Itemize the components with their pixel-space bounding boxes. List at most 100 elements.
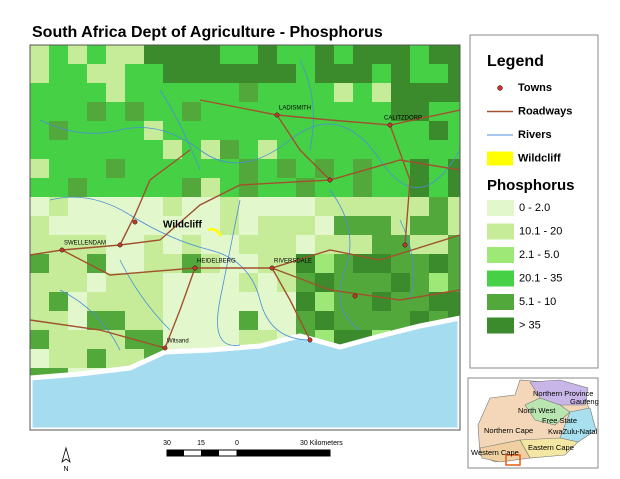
soil-cell: [239, 102, 258, 121]
town-label: SWELLENDAM: [64, 241, 106, 247]
soil-cell: [68, 311, 87, 330]
soil-cell: [49, 45, 68, 64]
soil-cell: [429, 140, 448, 159]
soil-cell: [220, 273, 239, 292]
soil-cell: [163, 254, 182, 273]
scale-label: 30 Kilometers: [300, 440, 343, 447]
soil-cell: [163, 140, 182, 159]
soil-cell: [258, 64, 277, 83]
soil-cell: [429, 64, 448, 83]
soil-cell: [49, 311, 68, 330]
soil-cell: [296, 235, 315, 254]
town-marker: [162, 345, 168, 351]
soil-cell: [30, 235, 49, 254]
province-western-cape: [479, 439, 531, 463]
soil-cell: [30, 292, 49, 311]
phosphorus-title: Phosphorus: [487, 177, 575, 194]
soil-cell: [106, 254, 125, 273]
soil-cell: [258, 235, 277, 254]
soil-cell: [258, 216, 277, 235]
soil-cell: [106, 178, 125, 197]
province-label: Northern Province: [533, 389, 593, 398]
soil-cell: [353, 273, 372, 292]
scale-label: 30: [163, 440, 171, 447]
north-label: N: [63, 466, 68, 473]
soil-cell: [429, 102, 448, 121]
town-marker: [117, 242, 123, 248]
legend-title: Legend: [487, 53, 544, 70]
legend-swatch: [487, 247, 514, 263]
soil-cell: [448, 121, 460, 140]
soil-cell: [258, 121, 277, 140]
soil-cell: [220, 197, 239, 216]
province-kzn: [559, 407, 597, 443]
soil-cell: [315, 140, 334, 159]
soil-cell: [125, 216, 144, 235]
soil-cell: [258, 140, 277, 159]
soil-cell: [163, 121, 182, 140]
soil-cell: [315, 159, 334, 178]
soil-cell: [125, 178, 144, 197]
legend-swatch: [487, 223, 514, 240]
soil-cell: [429, 45, 448, 64]
soil-cell: [239, 235, 258, 254]
soil-cell: [144, 292, 163, 311]
soil-cell: [391, 83, 410, 102]
soil-cell: [163, 159, 182, 178]
soil-cell: [372, 216, 391, 235]
soil-cell: [125, 159, 144, 178]
soil-cell: [201, 159, 220, 178]
soil-cell: [30, 330, 49, 349]
soil-cell: [429, 197, 448, 216]
north-arrow-shape: [61, 446, 71, 464]
soil-cell: [372, 273, 391, 292]
soil-cell: [144, 235, 163, 254]
legend: Legend Towns Roadways Rivers Wildcliff Phosph…: [487, 53, 575, 334]
scale-label: 15: [197, 440, 205, 447]
soil-cell: [410, 235, 429, 254]
soil-cell: [163, 83, 182, 102]
soil-cell: [372, 235, 391, 254]
soil-cell: [391, 102, 410, 121]
soil-cell: [353, 197, 372, 216]
soil-cell: [296, 159, 315, 178]
river: [119, 259, 171, 331]
soil-cell: [448, 273, 460, 292]
soil-cell: [429, 178, 448, 197]
soil-cell: [410, 45, 429, 64]
soil-cell: [163, 216, 182, 235]
soil-cell: [277, 45, 296, 64]
soil-cell: [220, 235, 239, 254]
inset-locator: [505, 454, 521, 466]
soil-cell: [372, 83, 391, 102]
soil-cell: [30, 216, 49, 235]
site-label: Wildcliff: [163, 220, 202, 231]
soil-cell: [391, 254, 410, 273]
soil-cell: [144, 64, 163, 83]
soil-cell: [30, 45, 49, 64]
soil-cell: [353, 83, 372, 102]
soil-cell: [315, 311, 334, 330]
soil-cell: [182, 45, 201, 64]
soil-cell: [68, 216, 87, 235]
soil-cell: [68, 140, 87, 159]
soil-cell: [182, 330, 201, 349]
soil-cell: [239, 178, 258, 197]
soil-cell: [106, 102, 125, 121]
soil-cell: [277, 159, 296, 178]
soil-cell: [353, 45, 372, 64]
soil-cell: [87, 159, 106, 178]
soil-cell: [220, 45, 239, 64]
river: [159, 89, 201, 171]
soil-cell: [106, 235, 125, 254]
soil-cell: [106, 216, 125, 235]
soil-cell: [220, 140, 239, 159]
soil-cell: [315, 292, 334, 311]
soil-cell: [87, 140, 106, 159]
soil-cell: [201, 292, 220, 311]
soil-cell: [87, 273, 106, 292]
soil-cell: [315, 83, 334, 102]
soil-cell: [87, 64, 106, 83]
